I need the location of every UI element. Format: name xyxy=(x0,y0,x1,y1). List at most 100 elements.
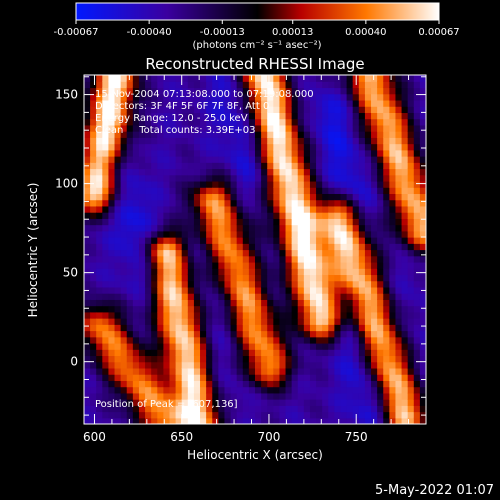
heatmap-cell xyxy=(157,280,164,288)
heatmap-cell xyxy=(358,274,366,282)
heatmap-cell xyxy=(255,137,262,145)
heatmap-cell xyxy=(145,311,152,319)
heatmap-cell xyxy=(230,218,238,226)
heatmap-cell xyxy=(303,349,311,357)
heatmap-cell xyxy=(279,342,287,350)
heatmap-cell xyxy=(309,361,317,369)
heatmap-cell xyxy=(242,243,250,251)
heatmap-cell xyxy=(126,342,134,350)
heatmap-cell xyxy=(413,349,421,357)
heatmap-cell xyxy=(157,293,164,300)
heatmap-cell xyxy=(395,399,403,406)
heatmap-cell xyxy=(340,299,348,307)
heatmap-cell xyxy=(358,255,366,263)
heatmap-cell xyxy=(419,405,426,413)
heatmap-cell xyxy=(383,87,390,95)
heatmap-cell xyxy=(346,81,354,89)
heatmap-cell xyxy=(261,131,268,138)
heatmap-cell xyxy=(102,168,110,176)
heatmap-cell xyxy=(84,342,91,350)
heatmap-cell xyxy=(309,87,317,95)
heatmap-cell xyxy=(193,237,201,244)
heatmap-cell xyxy=(316,156,323,163)
heatmap-cell xyxy=(383,106,390,113)
heatmap-cell xyxy=(303,342,311,350)
heatmap-cell xyxy=(285,230,293,238)
heatmap-cell xyxy=(224,243,232,251)
heatmap-cell xyxy=(383,405,390,413)
heatmap-cell xyxy=(138,149,146,157)
heatmap-cell xyxy=(413,199,421,207)
heatmap-cell xyxy=(96,336,103,344)
heatmap-cell xyxy=(90,367,97,375)
heatmap-cell xyxy=(261,243,268,251)
heatmap-cell xyxy=(316,305,323,313)
heatmap-cell xyxy=(407,149,415,157)
heatmap-cell xyxy=(206,361,213,369)
heatmap-cell xyxy=(248,349,256,357)
heatmap-cell xyxy=(187,81,195,89)
heatmap-cell xyxy=(389,268,397,276)
heatmap-cell xyxy=(138,399,146,406)
heatmap-cell xyxy=(267,330,274,338)
heatmap-cell xyxy=(114,367,122,375)
heatmap-cell xyxy=(218,255,226,263)
heatmap-cell xyxy=(419,193,426,201)
heatmap-cell xyxy=(242,87,250,95)
heatmap-cell xyxy=(334,224,342,232)
heatmap-cell xyxy=(218,324,226,332)
heatmap-cell xyxy=(383,386,390,394)
heatmap-cell xyxy=(303,361,311,369)
heatmap-cell xyxy=(255,124,262,132)
heatmap-cell xyxy=(126,199,134,207)
heatmap-cell xyxy=(206,230,213,238)
heatmap-cell xyxy=(230,286,238,294)
heatmap-cell xyxy=(346,124,354,132)
heatmap-cell xyxy=(297,305,305,313)
heatmap-cell xyxy=(322,293,329,300)
heatmap-cell xyxy=(224,168,232,176)
heatmap-cell xyxy=(273,199,281,207)
heatmap-cell xyxy=(419,386,426,394)
heatmap-cell xyxy=(206,162,213,170)
heatmap-cell xyxy=(120,156,128,163)
heatmap-cell xyxy=(242,286,250,294)
annotation-block: 15-Nov-2004 07:13:08.000 to 07:19:08.000… xyxy=(95,89,314,410)
heatmap-cell xyxy=(187,374,195,381)
heatmap-cell xyxy=(377,149,384,157)
heatmap-cell xyxy=(248,230,256,238)
heatmap-cell xyxy=(108,361,116,369)
heatmap-cell xyxy=(322,318,329,325)
heatmap-cell xyxy=(138,174,146,182)
heatmap-cell xyxy=(200,199,207,207)
heatmap-cell xyxy=(187,286,195,294)
heatmap-cell xyxy=(340,81,348,89)
heatmap-cell xyxy=(187,274,195,282)
heatmap-cell xyxy=(175,237,183,244)
heatmap-cell xyxy=(297,355,305,363)
heatmap-cell xyxy=(126,230,134,238)
heatmap-cell xyxy=(212,342,219,350)
heatmap-cell xyxy=(413,361,421,369)
heatmap-cell xyxy=(377,99,384,107)
heatmap-cell xyxy=(187,212,195,219)
heatmap-cell xyxy=(248,81,256,89)
heatmap-cell xyxy=(377,112,384,120)
heatmap-cell xyxy=(401,187,409,195)
heatmap-cell xyxy=(138,99,146,107)
heatmap-cell xyxy=(328,230,335,238)
heatmap-cell xyxy=(358,81,366,89)
heatmap-cell xyxy=(346,199,354,207)
heatmap-cell xyxy=(126,349,134,357)
heatmap-cell xyxy=(413,149,421,157)
heatmap-cell xyxy=(175,87,183,95)
heatmap-cell xyxy=(334,417,342,424)
heatmap-cell xyxy=(132,243,140,251)
heatmap-cell xyxy=(328,237,335,244)
heatmap-cell xyxy=(224,237,232,244)
heatmap-cell xyxy=(193,336,201,344)
heatmap-cell xyxy=(169,118,177,126)
heatmap-cell xyxy=(297,361,305,369)
heatmap-cell xyxy=(132,342,140,350)
heatmap-cell xyxy=(175,392,183,400)
